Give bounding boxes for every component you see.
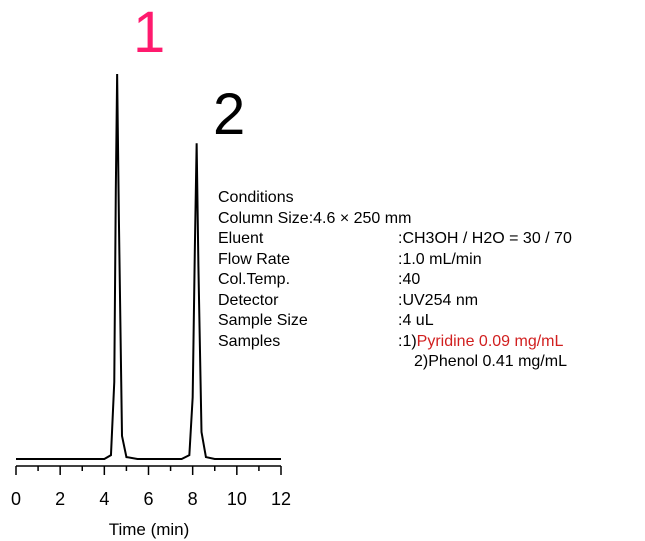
x-tick-label: 8: [188, 489, 198, 509]
condition-label: Sample Size: [218, 312, 308, 329]
sample-1-name: Pyridine 0.09 mg/mL: [416, 332, 564, 350]
condition-value: :UV254 nm: [398, 291, 479, 309]
x-axis: 0 2 4 6 8 10 12: [11, 465, 291, 509]
chromatogram-trace: [16, 73, 281, 460]
x-tick-label: 4: [99, 489, 109, 509]
conditions-heading: Conditions: [218, 189, 294, 206]
condition-value: :40: [398, 271, 421, 288]
x-tick-label: 10: [227, 489, 247, 509]
sample-1: :1)Pyridine 0.09 mg/mL: [398, 332, 563, 353]
x-tick-label: 2: [55, 489, 65, 509]
peak-label-1: 1: [133, 0, 166, 65]
condition-label: Col.Temp.: [218, 271, 291, 288]
x-tick-label: 0: [11, 489, 21, 509]
condition-label: Eluent: [218, 230, 264, 247]
peak-label-2: 2: [213, 82, 246, 147]
samples-label: Samples: [218, 332, 281, 350]
condition-value: :1.0 mL/min: [398, 250, 482, 268]
sample-2: 2)Phenol 0.41 mg/mL: [414, 353, 567, 370]
column-size: Column Size:4.6 × 250 mm: [218, 209, 412, 227]
condition-value: :CH3OH / H2O = 30 / 70: [398, 230, 572, 247]
x-tick-label: 12: [271, 489, 291, 509]
condition-value: :4 uL: [398, 312, 434, 329]
sample-1-prefix: :1): [398, 332, 417, 350]
condition-label: Flow Rate: [218, 250, 291, 268]
condition-label: Detector: [218, 291, 279, 309]
x-axis-label: Time (min): [109, 520, 190, 539]
x-tick-label: 6: [143, 489, 153, 509]
